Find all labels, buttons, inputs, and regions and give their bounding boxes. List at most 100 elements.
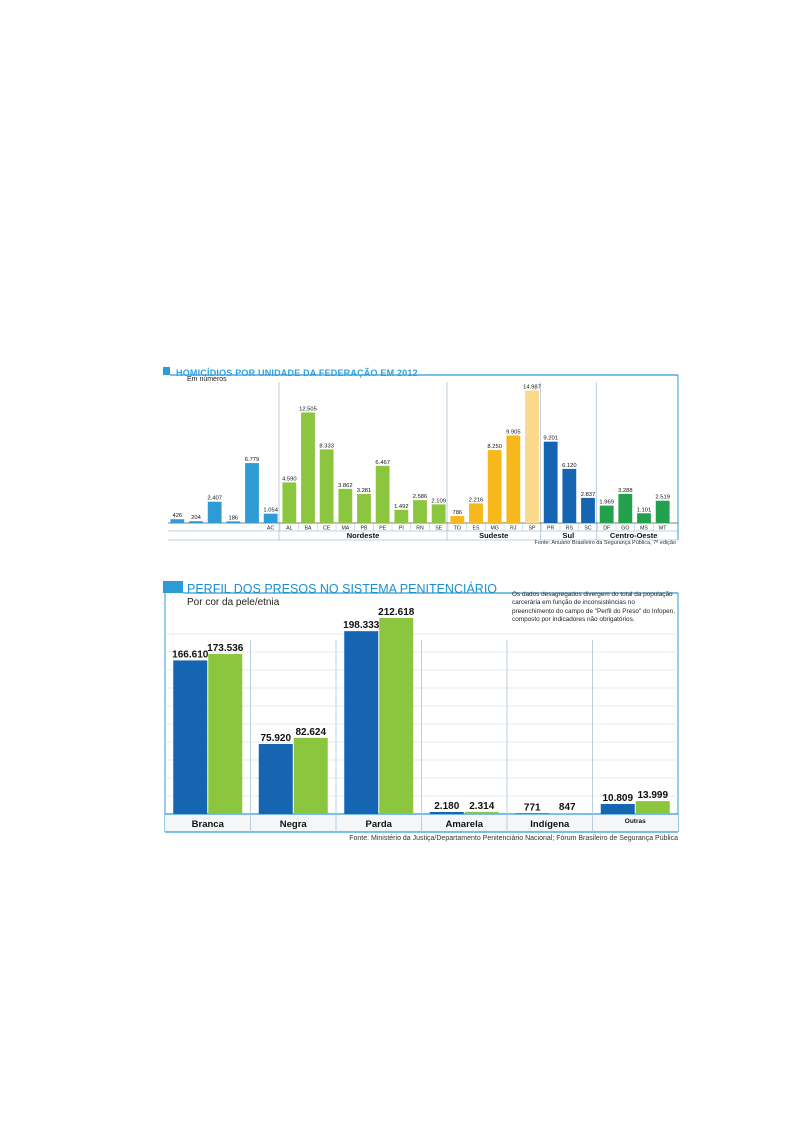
value-label: 12.505	[299, 406, 317, 412]
value-label: 1.054	[263, 508, 278, 514]
value-label: 2.519	[655, 495, 670, 501]
bar-mt	[655, 500, 670, 523]
bar-al	[282, 482, 297, 523]
prisoners-chart-note: Os dados desagregados divergem do total …	[512, 591, 675, 623]
value-label: 198.333	[343, 620, 380, 631]
bar-outras-2	[635, 801, 670, 814]
prisoners-chart-panel: Branca 166.610 173.536 Negra 75.920 82.624 Par…	[163, 578, 680, 848]
bar-se	[431, 504, 446, 523]
value-label: 8.250	[487, 444, 502, 450]
title-marker	[163, 367, 170, 375]
prisoners-chart-title: PERFIL DOS PRESOS NO SISTEMA PENITENCIÁR…	[187, 582, 498, 596]
category-label-indígena: Indígena	[530, 819, 570, 830]
tick-label: MS	[640, 525, 648, 531]
bar-ac	[263, 513, 278, 523]
bar-rn	[413, 500, 427, 523]
value-label: 771	[524, 802, 541, 813]
tick-label: BA	[305, 525, 312, 531]
bar-branca-2	[208, 654, 243, 814]
value-label: 14.987	[523, 385, 541, 391]
value-label: 166.610	[172, 649, 209, 660]
tick-label: TO	[454, 525, 461, 531]
bar-negra-2	[293, 737, 328, 814]
value-label: 186	[228, 515, 238, 521]
bar-amarela-1	[429, 811, 464, 814]
bar-negra-1	[258, 744, 293, 814]
value-label: 1.969	[599, 500, 614, 506]
bar-branca-1	[173, 660, 208, 814]
bar-df	[599, 505, 614, 523]
title-marker	[163, 581, 183, 593]
value-label: 204	[191, 515, 201, 521]
value-label: 2.109	[431, 498, 446, 504]
homicides-chart-subtitle: Em números	[187, 376, 227, 383]
value-label: 9.905	[506, 429, 521, 435]
value-label: 2.216	[469, 497, 484, 503]
tick-label: SE	[435, 525, 442, 531]
value-label: 6.467	[375, 460, 390, 466]
tick-label: SC	[584, 525, 591, 531]
bar-rj	[506, 435, 521, 523]
bar-outras-1	[600, 804, 635, 814]
bar-es	[469, 503, 483, 523]
homicides-chart-panel: Nordeste Sudeste Sul Centro-Oeste 426 204 2.40…	[163, 364, 680, 546]
value-label: 212.618	[378, 607, 415, 618]
category-label-amarela: Amarela	[446, 819, 484, 830]
bar-ms	[637, 513, 651, 523]
value-label: 82.624	[295, 727, 326, 738]
value-label: 2.180	[434, 801, 459, 812]
tick-label: RS	[566, 525, 574, 531]
value-label: 3.288	[618, 488, 633, 494]
region-label: Sudeste	[479, 531, 508, 540]
region-label: Centro-Oeste	[610, 531, 658, 540]
bar-ma	[338, 488, 353, 523]
tick-label: MT	[659, 525, 667, 531]
bar-ba	[301, 412, 315, 523]
bar-pr	[543, 441, 558, 523]
value-label: 13.999	[637, 790, 668, 801]
tick-label: RJ	[510, 525, 517, 531]
bar-sp	[525, 390, 539, 523]
homicides-chart-source: Fonte: Anuário Brasileiro da Segurança P…	[534, 540, 676, 546]
homicides-chart-title: HOMICÍDIOS POR UNIDADE DA FEDERAÇÃO EM 2…	[176, 368, 418, 378]
value-label: 786	[452, 510, 462, 516]
value-label: 8.333	[319, 443, 334, 449]
value-label: 6.120	[562, 463, 577, 469]
value-label: 9.201	[543, 436, 558, 442]
bar-amarela-2	[464, 811, 499, 814]
value-label: 4.590	[282, 476, 297, 482]
bar-go	[618, 493, 633, 523]
prisoners-chart-source: Fonte: Ministério da Justiça/Departament…	[349, 835, 678, 842]
bar-to	[450, 516, 465, 523]
value-label: 2.586	[413, 494, 428, 500]
prisoners-chart-subtitle: Por cor da pele/etnia	[187, 597, 280, 608]
region-label: Nordeste	[347, 531, 380, 540]
category-label-negra: Negra	[280, 819, 308, 830]
tick-label: DF	[603, 525, 610, 531]
value-label: 10.809	[602, 793, 633, 804]
tick-label: AL	[286, 525, 292, 531]
bar-indígena-2	[550, 813, 585, 814]
bar-pe	[375, 465, 390, 523]
tick-label: PI	[399, 525, 404, 531]
homicides-chart-svg: Nordeste Sudeste Sul Centro-Oeste 426 204 2.40…	[163, 367, 679, 541]
value-label: 847	[559, 802, 576, 813]
category-label-outras: Outras	[625, 818, 646, 825]
bar-pb	[357, 494, 371, 523]
value-label: 2.407	[207, 496, 222, 502]
tick-label: SP	[529, 525, 536, 531]
bar-parda-2	[379, 618, 414, 814]
value-label: 426	[172, 513, 182, 519]
bar-uf-1	[170, 519, 185, 523]
value-label: 173.536	[207, 643, 244, 654]
category-label-parda: Parda	[366, 819, 393, 830]
bar-parda-1	[344, 631, 379, 814]
tick-label: PB	[361, 525, 368, 531]
tick-label: PR	[547, 525, 554, 531]
bar-pi	[394, 509, 409, 523]
bar-mg	[487, 450, 502, 523]
tick-label: GO	[621, 525, 629, 531]
value-label: 2.314	[469, 801, 494, 812]
tick-label: AC	[267, 525, 274, 531]
